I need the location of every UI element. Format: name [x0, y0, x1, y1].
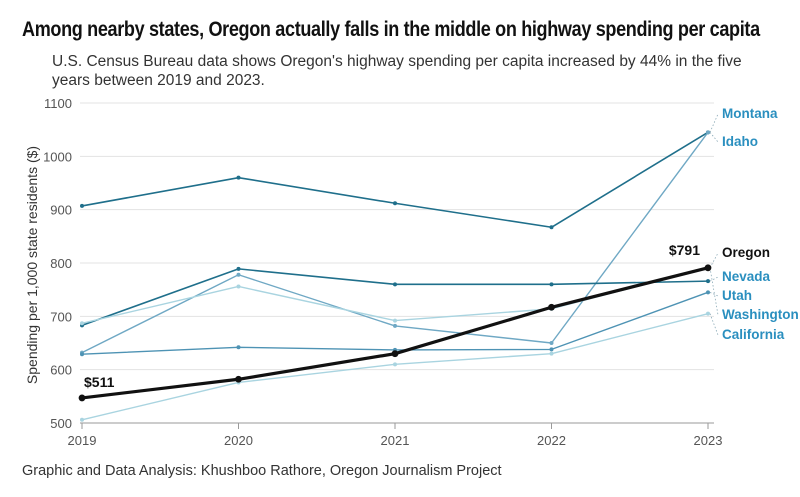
- data-point-oregon: [235, 375, 242, 383]
- x-tick-label: 2022: [537, 433, 566, 448]
- data-point-oregon: [391, 350, 399, 358]
- series-label-washington: Washington: [722, 307, 799, 322]
- data-point-washington: [80, 321, 84, 326]
- data-point-montana: [393, 201, 397, 206]
- data-point-california: [549, 351, 554, 356]
- data-label: $511: [84, 374, 115, 390]
- data-point-idaho: [549, 341, 554, 345]
- data-point-idaho: [236, 272, 241, 277]
- data-point-utah: [549, 347, 554, 352]
- y-tick-label: 700: [50, 309, 72, 324]
- series-line-nevada: [81, 268, 709, 327]
- data-point-utah: [80, 352, 84, 357]
- series-label-utah: Utah: [722, 288, 752, 303]
- x-tick-label: 2021: [381, 433, 410, 448]
- data-point-idaho: [706, 130, 710, 135]
- data-point-montana: [80, 203, 84, 208]
- y-tick-label: 600: [50, 363, 72, 378]
- series-label-montana: Montana: [722, 106, 778, 121]
- label-connector: [709, 291, 719, 297]
- label-connector: [709, 276, 719, 282]
- y-axis-label: Spending per 1,000 state residents ($): [24, 146, 40, 384]
- y-tick-labels: 500 600 700 800 900 1000 1100: [43, 96, 72, 431]
- label-connector: [709, 132, 719, 143]
- label-connectors: [709, 113, 719, 336]
- data-point-california: [706, 311, 710, 316]
- grid-lines: [80, 102, 714, 429]
- label-connector: [709, 267, 719, 316]
- data-labels: $511 $791: [84, 242, 700, 390]
- credit-line: Graphic and Data Analysis: Khushboo Rath…: [22, 463, 502, 479]
- data-point-montana: [236, 175, 241, 180]
- data-point-utah: [706, 290, 710, 295]
- data-point-california: [393, 362, 397, 367]
- data-point-nevada: [706, 279, 710, 284]
- data-point-nevada: [236, 266, 241, 271]
- data-point-oregon: [704, 264, 712, 272]
- y-tick-label: 1100: [44, 96, 72, 111]
- series-line-california: [81, 312, 709, 421]
- data-point-washington: [236, 284, 241, 289]
- data-point-california: [80, 417, 84, 422]
- label-connector: [709, 252, 719, 268]
- series-label-nevada: Nevada: [722, 269, 771, 284]
- series-line-oregon: [80, 266, 710, 400]
- data-point-nevada: [393, 282, 397, 287]
- data-point-nevada: [549, 282, 554, 287]
- data-point-montana: [549, 225, 554, 230]
- series-label-california: California: [722, 327, 785, 342]
- data-point-oregon: [548, 303, 555, 311]
- data-label: $791: [669, 242, 700, 258]
- x-tick-label: 2023: [694, 433, 723, 448]
- label-connector: [709, 113, 719, 133]
- series-labels: Montana Idaho Oregon Nevada Utah Washington Ca…: [722, 106, 799, 342]
- series-label-idaho: Idaho: [722, 134, 758, 149]
- chart-title: Among nearby states, Oregon actually fal…: [22, 18, 760, 41]
- y-tick-label: 800: [50, 256, 72, 271]
- data-points: [78, 130, 712, 422]
- y-tick-label: 500: [50, 416, 72, 431]
- series-line-washington: [81, 267, 709, 324]
- data-point-idaho: [393, 323, 397, 328]
- label-connector: [709, 313, 719, 336]
- series-line-montana: [81, 131, 709, 229]
- data-point-washington: [393, 318, 397, 323]
- x-tick-labels: 2019 2020 2021 2022 2023: [68, 433, 723, 448]
- series-label-oregon: Oregon: [722, 245, 770, 260]
- y-tick-label: 1000: [43, 149, 72, 164]
- chart-subtitle: U.S. Census Bureau data shows Oregon's h…: [52, 53, 742, 89]
- series-lines: [80, 131, 710, 421]
- data-point-utah: [236, 345, 241, 350]
- data-point-oregon: [78, 394, 86, 402]
- x-tick-label: 2019: [68, 433, 97, 448]
- x-tick-label: 2020: [224, 433, 253, 448]
- y-tick-label: 900: [50, 203, 72, 218]
